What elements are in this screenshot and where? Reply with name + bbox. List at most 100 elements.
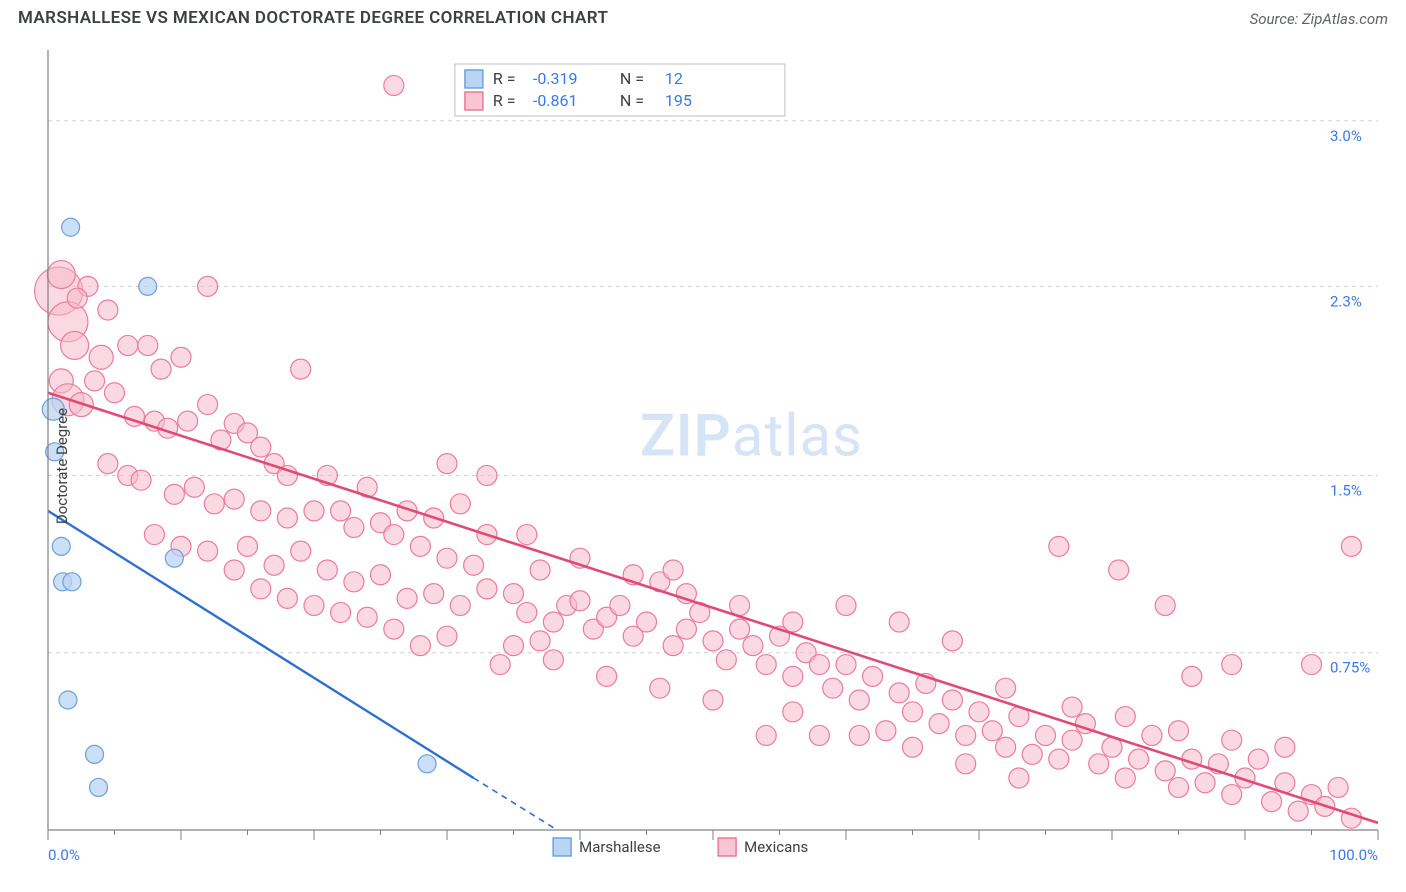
- data-point: [650, 678, 670, 698]
- data-point: [251, 501, 271, 521]
- data-point: [1262, 792, 1282, 812]
- watermark: ZIPatlas: [640, 403, 863, 471]
- data-point: [450, 494, 470, 514]
- data-point: [836, 595, 856, 615]
- data-point: [85, 371, 105, 391]
- scatter-chart: ZIPatlas0.0%100.0%0.75%1.5%2.3%3.0%R =-0…: [0, 40, 1406, 892]
- data-point: [204, 494, 224, 514]
- data-point: [490, 655, 510, 675]
- data-point: [756, 655, 776, 675]
- data-point: [570, 591, 590, 611]
- data-point: [1248, 749, 1268, 769]
- data-point: [437, 626, 457, 646]
- data-point: [903, 737, 923, 757]
- data-point: [47, 261, 75, 289]
- data-point: [90, 778, 108, 796]
- data-point: [530, 631, 550, 651]
- data-point: [410, 636, 430, 656]
- chart-source: Source: ZipAtlas.com: [1250, 10, 1388, 28]
- x-tick-label: 0.0%: [48, 846, 80, 864]
- data-point: [956, 754, 976, 774]
- data-point: [929, 714, 949, 734]
- data-point: [450, 595, 470, 615]
- legend-n-value: 195: [665, 91, 692, 110]
- data-point: [344, 517, 364, 537]
- data-point: [823, 678, 843, 698]
- data-point: [996, 737, 1016, 757]
- data-point: [543, 650, 563, 670]
- data-point: [543, 612, 563, 632]
- data-point: [982, 721, 1002, 741]
- data-point: [703, 631, 723, 651]
- data-point: [477, 465, 497, 485]
- data-point: [969, 702, 989, 722]
- data-point: [783, 666, 803, 686]
- data-point: [1155, 595, 1175, 615]
- data-point: [118, 335, 138, 355]
- data-point: [437, 454, 457, 474]
- legend-swatch: [465, 70, 483, 88]
- data-point: [1341, 536, 1361, 556]
- data-point: [517, 603, 537, 623]
- data-point: [344, 572, 364, 592]
- trend-line-marshallese: [48, 511, 474, 778]
- data-point: [291, 359, 311, 379]
- data-point: [809, 725, 829, 745]
- data-point: [184, 477, 204, 497]
- data-point: [1036, 725, 1056, 745]
- data-point: [1049, 536, 1069, 556]
- data-point: [105, 383, 125, 403]
- data-point: [996, 678, 1016, 698]
- data-point: [836, 655, 856, 675]
- data-point: [1169, 777, 1189, 797]
- data-point: [942, 631, 962, 651]
- data-point: [1155, 761, 1175, 781]
- data-point: [171, 347, 191, 367]
- legend-n-value: 12: [665, 69, 683, 88]
- legend-swatch: [718, 838, 736, 856]
- data-point: [331, 603, 351, 623]
- legend-n-label: N =: [620, 69, 644, 88]
- data-point: [1288, 801, 1308, 821]
- data-point: [1195, 773, 1215, 793]
- data-point: [1222, 655, 1242, 675]
- data-point: [59, 691, 77, 709]
- data-point: [743, 636, 763, 656]
- data-point: [178, 411, 198, 431]
- data-point: [477, 579, 497, 599]
- data-point: [418, 755, 436, 773]
- data-point: [849, 690, 869, 710]
- data-point: [371, 565, 391, 585]
- legend-r-label: R =: [493, 69, 516, 88]
- data-point: [942, 690, 962, 710]
- data-point: [663, 636, 683, 656]
- data-point: [956, 725, 976, 745]
- data-point: [889, 683, 909, 703]
- data-point: [224, 560, 244, 580]
- y-tick-label: 0.75%: [1330, 659, 1370, 677]
- y-axis-label: Doctorate Degree: [53, 408, 71, 524]
- x-tick-label: 100.0%: [1329, 846, 1378, 864]
- data-point: [384, 619, 404, 639]
- data-point: [238, 536, 258, 556]
- data-point: [1109, 560, 1129, 580]
- legend-r-value: -0.319: [533, 69, 578, 88]
- data-point: [61, 331, 89, 359]
- data-point: [1129, 749, 1149, 769]
- data-point: [139, 277, 157, 295]
- data-point: [357, 607, 377, 627]
- data-point: [504, 584, 524, 604]
- data-point: [98, 300, 118, 320]
- data-point: [1115, 768, 1135, 788]
- data-point: [63, 573, 81, 591]
- data-point: [304, 595, 324, 615]
- data-point: [151, 359, 171, 379]
- data-point: [530, 560, 550, 580]
- data-point: [397, 588, 417, 608]
- data-point: [517, 525, 537, 545]
- data-point: [384, 75, 404, 95]
- trend-line-marshallese-dashed: [474, 778, 558, 830]
- data-point: [1222, 785, 1242, 805]
- data-point: [86, 745, 104, 763]
- data-point: [1222, 730, 1242, 750]
